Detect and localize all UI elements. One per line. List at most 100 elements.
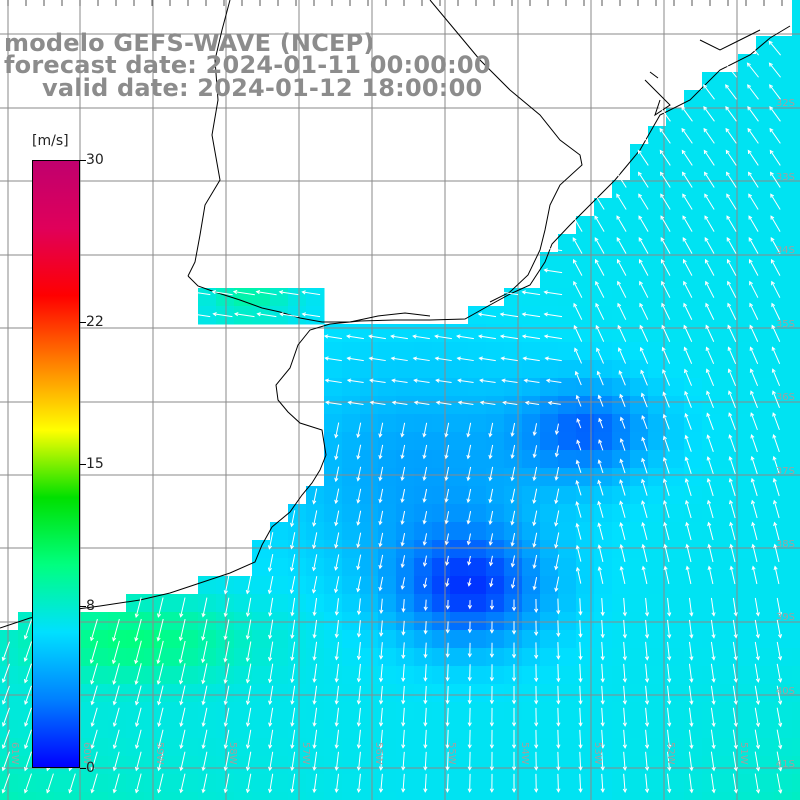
wind-speed-cell xyxy=(450,414,469,433)
wind-speed-cell xyxy=(630,450,649,469)
wind-speed-cell xyxy=(378,360,397,379)
wind-speed-cell xyxy=(126,756,145,775)
wind-speed-cell xyxy=(756,684,775,703)
wind-arrow xyxy=(622,641,627,661)
wind-arrow xyxy=(771,368,781,387)
wind-speed-cell xyxy=(540,594,559,613)
wind-speed-cell xyxy=(774,432,793,451)
wind-arrow xyxy=(595,302,605,320)
wind-speed-cell xyxy=(738,522,757,541)
wind-speed-cell xyxy=(522,450,541,469)
wind-arrow xyxy=(556,598,561,615)
wind-speed-cell xyxy=(756,54,775,73)
wind-arrow xyxy=(511,621,517,635)
wind-speed-cell xyxy=(630,270,649,289)
wind-speed-cell xyxy=(756,792,775,800)
wind-speed-cell xyxy=(522,378,541,397)
wind-arrow xyxy=(378,510,384,526)
wind-speed-cell xyxy=(756,216,775,235)
wind-speed-cell xyxy=(630,468,649,487)
wind-arrow xyxy=(489,577,494,588)
wind-arrow xyxy=(729,543,736,563)
wind-arrow xyxy=(705,302,715,320)
wind-arrow xyxy=(356,751,361,771)
wind-speed-cell xyxy=(360,432,379,451)
wind-arrow xyxy=(688,619,694,639)
wind-speed-cell xyxy=(774,396,793,415)
wind-speed-cell xyxy=(702,198,721,217)
wind-arrow xyxy=(616,193,627,210)
wind-speed-cell xyxy=(522,576,541,595)
wind-arrow xyxy=(773,521,780,541)
wind-arrow xyxy=(401,599,406,613)
wind-arrow xyxy=(641,457,648,474)
wind-speed-cell xyxy=(540,666,559,685)
wind-arrow xyxy=(688,685,694,705)
wind-speed-cell xyxy=(342,468,361,487)
wind-arrow xyxy=(573,280,583,298)
wind-speed-cell xyxy=(198,756,217,775)
wind-speed-cell xyxy=(450,702,469,721)
wind-arrow xyxy=(290,619,296,639)
wind-speed-cell xyxy=(774,774,793,793)
wind-arrow xyxy=(619,458,626,474)
wind-speed-cell xyxy=(756,486,775,505)
wind-speed-cell xyxy=(216,594,235,613)
wind-arrow xyxy=(594,258,605,276)
wind-speed-cell xyxy=(630,702,649,721)
wind-speed-cell xyxy=(684,90,703,109)
wind-speed-cell xyxy=(558,504,577,523)
wind-arrow xyxy=(334,576,340,594)
wind-arrow xyxy=(423,664,428,682)
wind-arrow xyxy=(400,577,406,590)
wind-speed-cell xyxy=(756,540,775,559)
wind-speed-cell xyxy=(450,774,469,793)
wind-speed-cell xyxy=(648,612,667,631)
wind-arrow xyxy=(289,554,296,572)
wind-speed-cell xyxy=(486,450,505,469)
wind-arrow xyxy=(725,84,737,100)
wind-speed-cell xyxy=(324,360,343,379)
wind-speed-cell xyxy=(342,342,361,361)
wind-speed-cell xyxy=(72,774,91,793)
wind-speed-cell xyxy=(738,252,757,271)
wind-speed-cell xyxy=(792,198,800,217)
wind-speed-cell xyxy=(558,720,577,739)
wind-speed-cell xyxy=(252,648,271,667)
wind-speed-cell xyxy=(612,504,631,523)
wind-speed-cell xyxy=(576,378,595,397)
wind-speed-cell xyxy=(486,720,505,739)
wind-speed-cell xyxy=(288,540,307,559)
wind-speed-cell xyxy=(378,504,397,523)
wind-speed-cell xyxy=(630,342,649,361)
wind-speed-cell xyxy=(504,612,523,631)
wind-speed-cell xyxy=(702,774,721,793)
wind-arrow xyxy=(748,237,759,254)
wind-speed-cell xyxy=(486,360,505,379)
wind-arrow xyxy=(640,392,648,408)
wind-speed-cell xyxy=(288,612,307,631)
wind-arrow xyxy=(378,466,384,482)
wind-arrow xyxy=(156,618,164,642)
wind-arrow xyxy=(400,555,406,569)
wind-arrow xyxy=(134,773,142,794)
wind-speed-cell xyxy=(90,612,109,631)
wind-arrow xyxy=(422,533,428,546)
wind-speed-cell xyxy=(684,288,703,307)
wind-arrow xyxy=(576,417,582,429)
wind-arrow xyxy=(522,356,540,362)
wind-speed-cell xyxy=(378,774,397,793)
wind-speed-cell xyxy=(558,666,577,685)
wind-arrow xyxy=(534,707,539,727)
wind-arrow xyxy=(749,324,759,342)
wind-arrow xyxy=(346,334,364,340)
wind-arrow xyxy=(710,663,716,683)
wind-speed-cell xyxy=(270,684,289,703)
wind-speed-cell xyxy=(702,324,721,343)
wind-speed-cell xyxy=(702,468,721,487)
wind-speed-cell xyxy=(342,504,361,523)
wind-speed-cell xyxy=(486,648,505,667)
wind-arrow xyxy=(748,193,759,210)
wind-arrow xyxy=(732,619,738,639)
wind-speed-cell xyxy=(324,378,343,397)
